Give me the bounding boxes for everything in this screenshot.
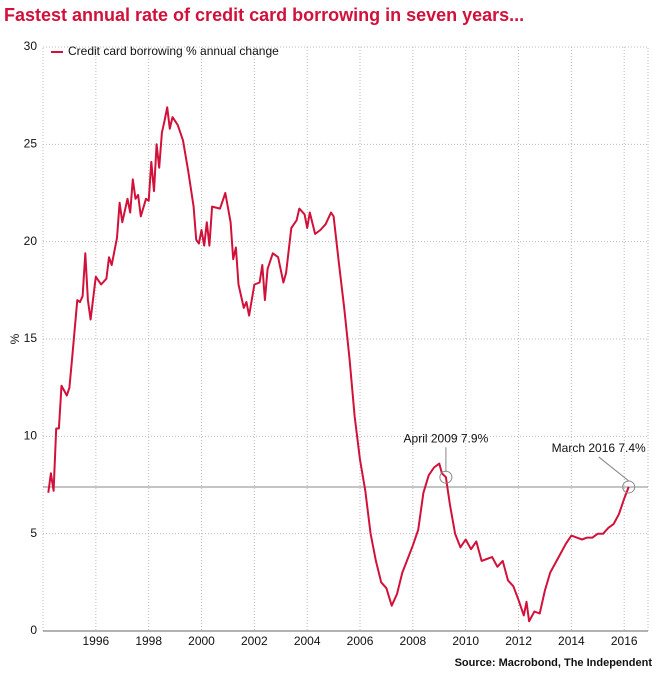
- y-tick-label: 30: [24, 39, 38, 53]
- y-tick-label: 0: [30, 623, 37, 637]
- x-tick-label: 1996: [82, 634, 109, 648]
- annotation: April 2009 7.9%: [404, 431, 489, 445]
- x-tick-label: 2014: [558, 634, 585, 648]
- x-tick-label: 2008: [400, 634, 427, 648]
- y-tick-label: 15: [24, 331, 38, 345]
- y-tick-label: 25: [24, 137, 38, 151]
- x-tick-label: 2002: [241, 634, 268, 648]
- legend-label: Credit card borrowing % annual change: [68, 44, 279, 58]
- data-line: [47, 106, 630, 623]
- y-tick-label: 20: [24, 234, 38, 248]
- chart-title: Fastest annual rate of credit card borro…: [4, 5, 524, 25]
- annotation-leader: [598, 456, 630, 482]
- x-tick-label: 2010: [452, 634, 479, 648]
- x-tick-label: 2006: [347, 634, 374, 648]
- annotation: March 2016 7.4%: [552, 441, 646, 455]
- x-tick-label: 2004: [294, 634, 321, 648]
- y-tick-label: 10: [24, 429, 38, 443]
- x-tick-label: 1998: [135, 634, 162, 648]
- y-axis-label: %: [8, 333, 22, 344]
- source: Source: Macrobond, The Independent: [455, 657, 653, 669]
- x-tick-label: 2016: [611, 634, 638, 648]
- x-tick-label: 2012: [505, 634, 532, 648]
- y-tick-label: 5: [30, 526, 37, 540]
- x-tick-label: 2000: [188, 634, 215, 648]
